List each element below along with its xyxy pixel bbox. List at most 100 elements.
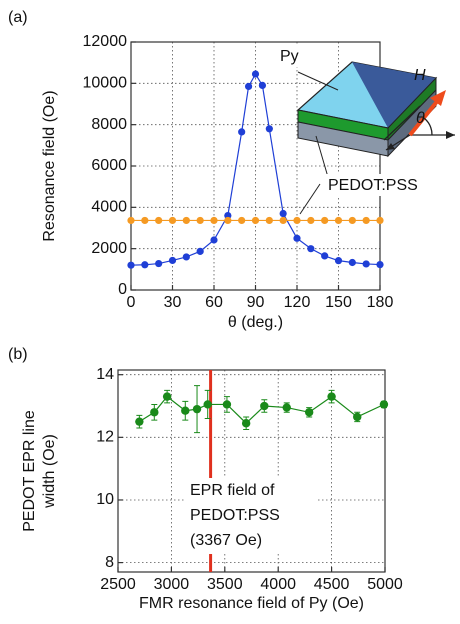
data-point	[181, 406, 190, 415]
data-point	[293, 234, 301, 242]
data-point	[182, 216, 190, 225]
annotation: EPR field of	[190, 482, 275, 499]
label-background	[276, 45, 306, 67]
y-tick-label: 10000	[83, 75, 128, 92]
y-axis-label: PEDOT EPR line	[21, 410, 38, 532]
data-point	[238, 216, 246, 225]
y-tick-label: 14	[96, 366, 114, 383]
data-point	[321, 252, 329, 260]
x-tick-label: 4000	[260, 576, 296, 593]
y-axis-label: Resonance field (Oe)	[41, 90, 58, 241]
data-point	[307, 216, 315, 225]
panel-label: (b)	[8, 346, 28, 363]
data-point	[155, 216, 163, 225]
data-point	[279, 216, 287, 225]
data-point	[334, 257, 343, 265]
data-point	[241, 419, 251, 428]
data-point	[127, 216, 135, 225]
data-point	[168, 216, 177, 225]
x-tick-label: 30	[164, 294, 182, 311]
y-tick-label: 4000	[91, 199, 127, 216]
data-point	[293, 216, 301, 225]
data-point	[260, 401, 269, 411]
data-point	[150, 408, 159, 417]
sample-sketch	[296, 61, 455, 215]
plot-frame	[130, 41, 381, 291]
data-point	[362, 216, 370, 225]
data-point	[244, 82, 253, 91]
series-line	[139, 395, 385, 425]
x-tick-label: 2500	[100, 576, 136, 593]
data-point	[307, 245, 315, 253]
plot-frame	[117, 369, 386, 573]
data-point	[192, 404, 202, 414]
data-point	[304, 408, 314, 417]
data-point	[238, 128, 246, 136]
data-point	[203, 400, 212, 409]
x-tick-label: 0	[127, 294, 136, 311]
data-point	[258, 81, 267, 89]
annotation: θ	[416, 110, 425, 127]
x-axis-label: θ (deg.)	[228, 314, 283, 331]
x-tick-label: 5000	[367, 576, 403, 593]
y-tick-label: 10	[96, 491, 114, 508]
data-point	[362, 260, 370, 268]
annotation: PEDOT:PSS	[328, 177, 418, 194]
label-background	[324, 174, 426, 196]
label-background	[184, 478, 316, 554]
data-point	[353, 412, 362, 422]
x-tick-label: 3500	[207, 576, 243, 593]
data-point	[210, 216, 218, 225]
annotation: PEDOT:PSS	[190, 507, 280, 524]
data-point	[251, 216, 260, 225]
data-point	[279, 209, 287, 218]
x-tick-label: 180	[367, 294, 394, 311]
data-point	[127, 261, 135, 269]
annotation: Py	[280, 48, 299, 65]
y-tick-label: 12000	[83, 33, 128, 50]
data-point	[376, 260, 384, 269]
data-point	[334, 216, 343, 225]
x-axis-label: FMR resonance field of Py (Oe)	[139, 595, 364, 612]
data-point	[141, 261, 149, 269]
data-point	[282, 403, 291, 412]
y-tick-label: 2000	[91, 240, 127, 257]
data-point	[348, 258, 356, 267]
data-point	[265, 125, 273, 133]
annotation: (3367 Oe)	[190, 532, 262, 549]
data-point	[251, 70, 260, 78]
data-point	[210, 236, 218, 244]
x-tick-label: 3000	[154, 576, 190, 593]
data-point	[327, 392, 336, 401]
data-point	[376, 216, 384, 225]
data-point	[135, 417, 144, 426]
data-point	[379, 400, 389, 409]
x-tick-label: 4500	[314, 576, 350, 593]
data-point	[168, 256, 177, 265]
data-point	[162, 392, 172, 401]
data-point	[265, 216, 273, 225]
x-tick-label: 120	[284, 294, 311, 311]
data-point	[321, 216, 329, 225]
y-tick-label: 12	[96, 429, 114, 446]
data-point	[155, 259, 163, 268]
y-tick-label: 8	[105, 554, 114, 571]
data-point	[141, 216, 149, 225]
y-tick-label: 0	[118, 281, 127, 298]
data-point	[182, 253, 190, 261]
x-tick-label: 60	[205, 294, 223, 311]
data-point	[224, 216, 232, 225]
x-tick-label: 90	[247, 294, 265, 311]
panel-label: (a)	[8, 9, 28, 26]
data-point	[196, 216, 204, 225]
annotation: H	[414, 67, 426, 84]
data-point	[222, 400, 232, 409]
y-tick-label: 8000	[91, 116, 127, 133]
data-point	[348, 216, 356, 225]
y-tick-label: 6000	[91, 157, 127, 174]
data-point	[196, 247, 204, 255]
y-axis-label: width (Oe)	[41, 434, 58, 509]
x-tick-label: 150	[325, 294, 352, 311]
